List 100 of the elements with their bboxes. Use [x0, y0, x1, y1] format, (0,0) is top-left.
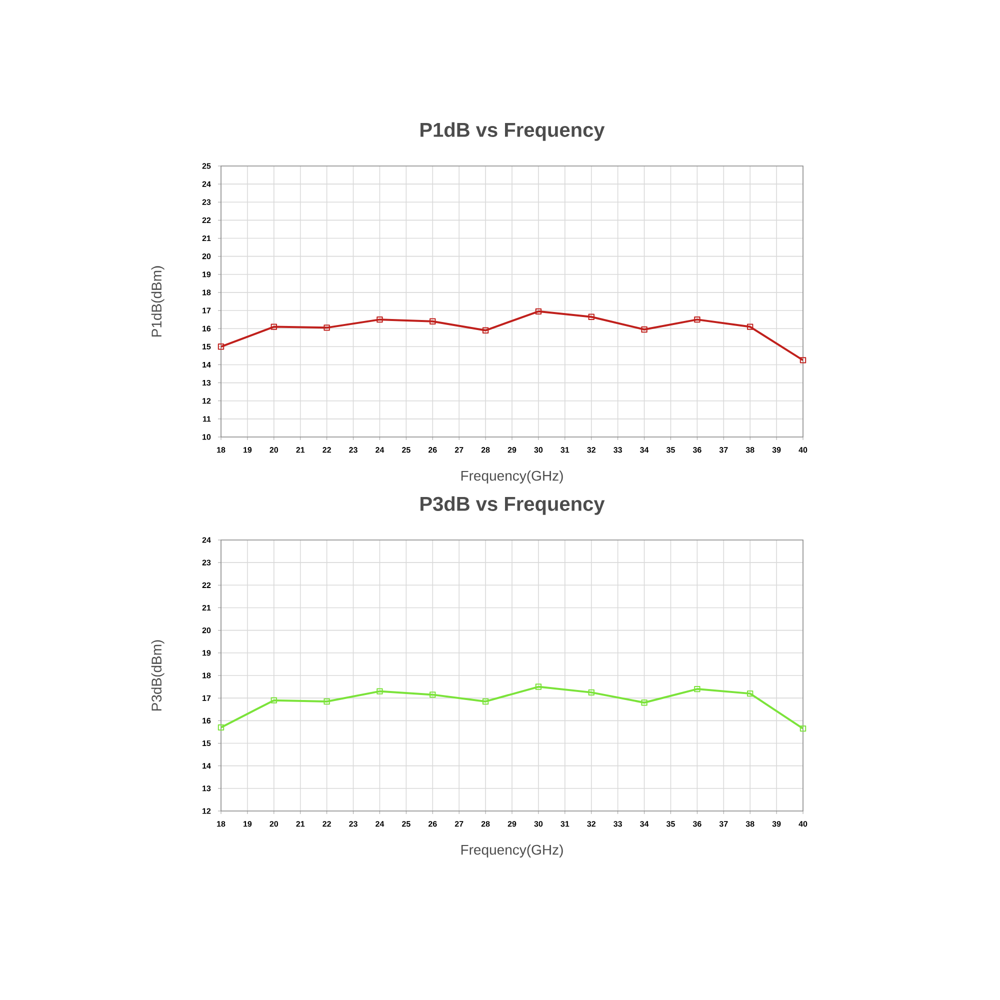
y-tick-label: 10	[202, 434, 211, 440]
x-tick-label: 27	[454, 821, 464, 827]
y-tick-label: 20	[202, 253, 211, 260]
y-tick-label: 22	[202, 582, 211, 588]
x-tick-label: 34	[640, 821, 649, 827]
point	[800, 725, 806, 732]
point	[588, 314, 594, 320]
point	[641, 326, 648, 333]
y-tick-label: 13	[202, 380, 211, 386]
x-tick-label: 29	[508, 447, 516, 453]
x-tick-label: 31	[560, 821, 570, 827]
y-tick-label: 11	[202, 416, 211, 422]
x-tick-label: 37	[719, 447, 728, 453]
x-tick-label: 25	[402, 447, 410, 453]
y-tick-label: 24	[202, 537, 211, 543]
point	[800, 357, 806, 364]
y-tick-label: 12	[202, 808, 211, 814]
point	[218, 724, 224, 731]
x-tick-label: 31	[560, 447, 570, 453]
x-axis-title: Frequency(GHz)	[461, 844, 563, 858]
x-tick-label: 33	[614, 447, 622, 453]
x-tick-label: 19	[244, 447, 252, 453]
point	[694, 686, 700, 692]
x-tick-label: 25	[402, 821, 410, 827]
point	[430, 692, 436, 698]
x-tick-label: 20	[270, 447, 278, 453]
point	[535, 684, 542, 690]
x-tick-label: 21	[296, 447, 305, 453]
chart-title: P3dB vs Frequency	[420, 496, 605, 515]
point	[324, 698, 330, 705]
point	[641, 699, 648, 706]
y-tick-label: 21	[202, 604, 211, 611]
point	[270, 324, 278, 330]
x-tick-label: 39	[772, 447, 781, 453]
y-tick-label: 24	[202, 181, 211, 187]
x-tick-label: 29	[508, 821, 516, 827]
x-tick-label: 18	[217, 821, 226, 827]
y-tick-label: 15	[202, 740, 211, 746]
y-axis-title: P1dB(dBm)	[151, 266, 164, 337]
x-tick-label: 28	[481, 821, 490, 827]
x-tick-label: 32	[587, 447, 596, 453]
y-tick-label: 13	[202, 786, 211, 792]
point	[324, 324, 330, 331]
x-tick-label: 32	[587, 821, 596, 827]
x-tick-label: 40	[798, 821, 808, 827]
y-tick-label: 23	[202, 560, 211, 566]
x-tick-label: 39	[772, 821, 781, 827]
x-tick-label: 23	[349, 447, 358, 453]
y-axis-title: P3dB(dBm)	[151, 640, 164, 711]
x-tick-label: 38	[746, 447, 754, 453]
x-tick-label: 28	[481, 447, 490, 453]
x-tick-label: 40	[798, 447, 808, 453]
y-tick-label: 20	[202, 628, 211, 634]
point	[376, 316, 383, 323]
x-tick-label: 26	[428, 821, 437, 827]
point	[430, 318, 436, 324]
x-tick-label: 27	[454, 447, 464, 453]
x-tick-label: 35	[666, 821, 675, 827]
point	[535, 308, 542, 315]
x-tick-label: 30	[534, 821, 543, 827]
chart-title: P1dB vs Frequency	[420, 122, 605, 141]
y-tick-label: 19	[202, 650, 211, 656]
x-tick-label: 26	[428, 447, 437, 453]
x-tick-label: 24	[376, 447, 384, 453]
y-tick-label: 22	[202, 217, 211, 223]
y-tick-label: 21	[202, 235, 211, 242]
y-tick-label: 23	[202, 199, 211, 205]
point	[376, 688, 383, 694]
y-tick-label: 12	[202, 398, 211, 404]
y-tick-label: 18	[202, 672, 211, 678]
x-tick-label: 22	[322, 447, 331, 453]
point	[482, 698, 489, 705]
x-tick-label: 34	[640, 447, 649, 453]
y-tick-label: 14	[202, 362, 211, 368]
x-tick-label: 37	[719, 821, 728, 827]
y-tick-label: 19	[202, 272, 211, 278]
point	[218, 344, 224, 350]
x-tick-label: 20	[270, 821, 278, 827]
y-tick-label: 16	[202, 326, 211, 332]
point	[694, 316, 700, 323]
x-tick-label: 30	[534, 447, 543, 453]
point	[747, 324, 754, 330]
y-tick-label: 17	[202, 695, 211, 701]
point	[588, 689, 594, 696]
x-tick-label: 21	[296, 821, 305, 827]
x-tick-label: 22	[322, 821, 331, 827]
x-tick-label: 38	[746, 821, 754, 827]
x-tick-label: 36	[692, 821, 702, 827]
y-tick-label: 16	[202, 718, 211, 724]
y-tick-label: 17	[202, 308, 211, 314]
x-axis-title: Frequency(GHz)	[461, 470, 563, 484]
y-tick-label: 18	[202, 290, 211, 296]
x-tick-label: 19	[244, 821, 252, 827]
x-tick-label: 36	[692, 447, 702, 453]
x-tick-label: 35	[666, 447, 675, 453]
point	[482, 327, 489, 334]
y-tick-label: 14	[202, 763, 211, 769]
x-tick-label: 23	[349, 821, 358, 827]
point	[270, 697, 278, 704]
x-tick-label: 33	[614, 821, 622, 827]
